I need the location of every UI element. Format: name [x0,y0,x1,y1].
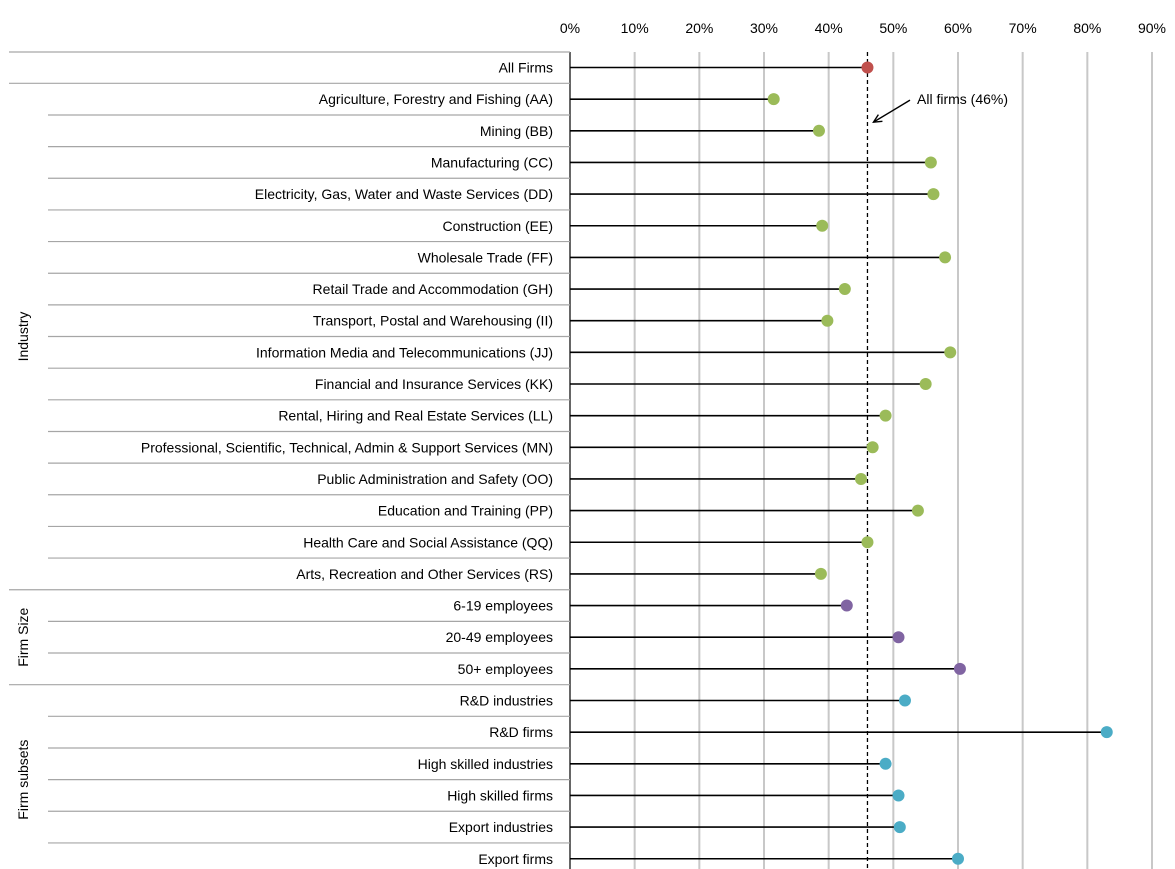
data-point [866,441,879,454]
category-label: 20-49 employees [446,629,553,645]
annotation-text: All firms (46%) [917,91,1008,107]
data-point [812,124,825,137]
category-label: 50+ employees [458,661,553,677]
category-label: Public Administration and Safety (OO) [317,471,553,487]
data-point [767,93,780,106]
data-point [924,156,937,169]
category-label: All Firms [499,60,553,76]
data-point [919,378,932,390]
annotation-layer: All firms (46%) [872,91,1008,123]
category-label: Information Media and Telecommunications… [256,344,553,360]
x-tick-label: 50% [879,20,907,36]
data-point [952,852,964,865]
category-label: Wholesale Trade (FF) [418,249,553,265]
group-label: Firm subsets [15,740,31,820]
data-point [898,694,911,707]
gridlines [569,52,1153,869]
category-label: Rental, Hiring and Real Estate Services … [278,408,553,424]
annotation-arrow-head [872,114,883,123]
data-point [944,346,957,359]
category-label: Transport, Postal and Warehousing (II) [313,313,553,329]
category-label: Mining (BB) [480,123,553,139]
x-tick-label: 80% [1073,20,1101,36]
x-tick-label: 10% [621,20,649,36]
category-label: High skilled industries [418,756,553,772]
data-point [814,567,827,580]
category-label: 6-19 employees [453,598,553,614]
category-label: R&D industries [460,693,553,709]
group-labels: Industry Firm Size Firm subsets [15,312,31,820]
x-tick-label: 20% [685,20,713,36]
data-point [821,314,834,327]
x-tick-label: 30% [750,20,778,36]
x-tick-label: 40% [815,20,843,36]
category-labels: All Firms Agriculture, Forestry and Fishi… [141,60,553,867]
data-point [892,789,905,802]
data-point [892,631,905,644]
data-point [855,472,867,485]
category-label: Health Care and Social Assistance (QQ) [303,534,553,550]
group-label: Industry [15,312,31,362]
dots [767,61,1113,865]
data-point [816,219,829,232]
category-label: Professional, Scientific, Technical, Adm… [141,439,553,455]
category-label: Electricity, Gas, Water and Waste Servic… [255,186,553,202]
category-label: Export firms [478,851,553,867]
category-label: Financial and Insurance Services (KK) [315,376,553,392]
x-tick-label: 60% [944,20,972,36]
x-axis-ticks: 0% 10% 20% 30% 40% 50% 60% 70% 80% 90% [560,20,1166,36]
category-label: Manufacturing (CC) [431,154,553,170]
stems [570,66,1107,860]
category-label: Agriculture, Forestry and Fishing (AA) [319,91,553,107]
group-label: Firm Size [15,607,31,666]
data-point [879,409,892,422]
data-point [893,821,906,834]
row-separators [9,51,570,844]
data-point [953,662,966,675]
x-tick-label: 0% [560,20,580,36]
data-point [840,599,853,612]
category-label: Export industries [449,819,553,835]
data-point [861,536,874,549]
data-point [927,188,940,201]
data-point [939,251,952,264]
data-point [879,757,892,770]
category-label: Construction (EE) [443,218,553,234]
data-point [911,504,924,517]
category-label: Education and Training (PP) [378,503,553,519]
category-label: R&D firms [489,724,553,740]
data-point [838,283,851,296]
category-label: High skilled firms [447,787,553,803]
data-point [1100,726,1113,739]
x-tick-label: 70% [1009,20,1037,36]
category-label: Retail Trade and Accommodation (GH) [313,281,553,297]
x-tick-label: 90% [1138,20,1166,36]
data-point [861,61,874,74]
category-label: Arts, Recreation and Other Services (RS) [296,566,553,582]
annotation-arrow-shaft [873,99,911,123]
